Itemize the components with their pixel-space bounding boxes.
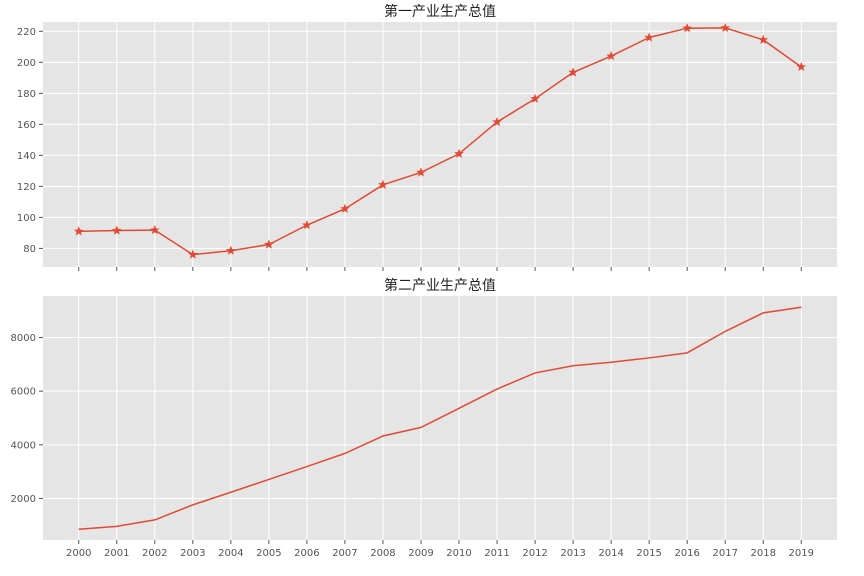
- data-point-star: [758, 34, 769, 44]
- x-tick-label: 2015: [636, 548, 661, 559]
- x-tick-label: 2000: [66, 548, 91, 559]
- x-tick-label: 2005: [256, 548, 281, 559]
- data-point-star: [492, 116, 502, 127]
- y-tick-label: 80: [23, 244, 36, 255]
- data-point-star: [416, 167, 426, 177]
- data-point-star: [568, 67, 578, 77]
- x-tick-label: 2011: [484, 548, 509, 559]
- x-tick-label: 2010: [446, 548, 471, 559]
- y-tick-label: 140: [17, 151, 36, 162]
- x-tick-label: 2017: [712, 548, 737, 559]
- y-tick-label: 100: [17, 213, 36, 224]
- x-tick-label: 2014: [598, 548, 623, 559]
- data-point-star: [454, 148, 464, 158]
- x-tick-label: 2003: [180, 548, 205, 559]
- x-tick-label: 2001: [104, 548, 129, 559]
- x-tick-label: 2012: [522, 548, 547, 559]
- x-tick-label: 2019: [789, 548, 814, 559]
- y-tick-label: 6000: [11, 387, 36, 398]
- data-point-star: [720, 22, 731, 32]
- x-tick-label: 2006: [294, 548, 319, 559]
- data-point-star: [111, 225, 122, 235]
- chart-2: 2000 2001 2002 2003 2004 2005 2006 2007 2008 2009…: [11, 277, 837, 559]
- x-tick-label: 2008: [370, 548, 395, 559]
- data-point-star: [530, 93, 540, 103]
- data-point-star: [226, 245, 236, 255]
- y-tick-label: 8000: [11, 333, 36, 344]
- y-tick-label: 220: [17, 27, 36, 38]
- y-tick-label: 160: [17, 120, 36, 131]
- chart-title: 第二产业生产总值: [384, 277, 496, 294]
- x-tick-label: 2002: [142, 548, 167, 559]
- y-tick-label: 4000: [11, 440, 36, 451]
- data-point-star: [73, 226, 84, 236]
- y-tick-label: 200: [17, 58, 36, 69]
- data-point-star: [340, 203, 350, 213]
- data-point-star: [188, 249, 198, 259]
- x-tick-label: 2007: [332, 548, 357, 559]
- data-point-star: [264, 239, 274, 249]
- y-tick-label: 180: [17, 89, 36, 100]
- x-tick-label: 2016: [674, 548, 699, 559]
- data-point-star: [606, 51, 616, 61]
- chart-1: 80 100 120 140 160 180 200 220 第一产业生产总值: [17, 3, 837, 271]
- plot-area: [43, 22, 837, 267]
- series-line: [78, 27, 802, 256]
- data-point-star: [682, 23, 692, 33]
- y-tick-label: 2000: [11, 494, 36, 505]
- x-tick-label: 2004: [218, 548, 243, 559]
- x-tick-label: 2013: [560, 548, 585, 559]
- y-tick-label: 120: [17, 182, 36, 193]
- x-tick-label: 2009: [408, 548, 433, 559]
- chart-title: 第一产业生产总值: [384, 3, 496, 20]
- series-line: [78, 306, 802, 531]
- data-point-star: [378, 179, 388, 189]
- data-point-star: [644, 32, 654, 42]
- x-tick-label: 2018: [751, 548, 776, 559]
- data-point-star: [302, 220, 312, 230]
- data-point-star: [149, 225, 160, 235]
- data-point-star: [796, 61, 807, 72]
